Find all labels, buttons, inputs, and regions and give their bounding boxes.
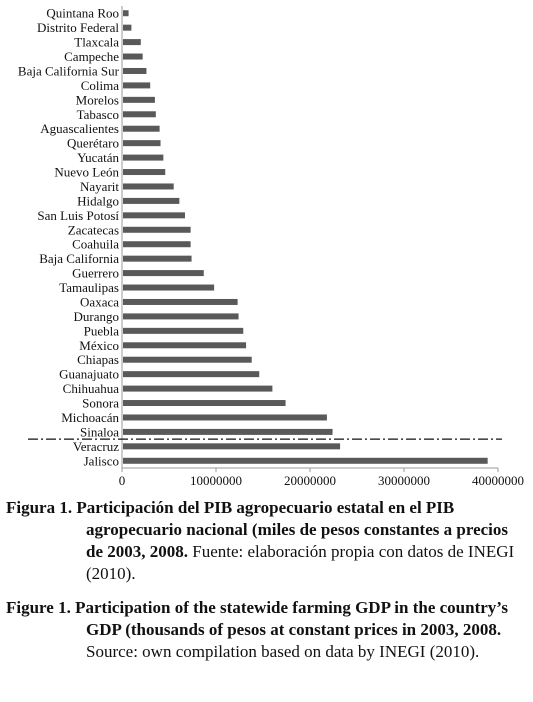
category-label: Yucatán [77, 150, 119, 165]
caption-en-label: Figure 1. [6, 598, 71, 617]
category-label: Veracruz [73, 439, 119, 454]
caption-es-source: Fuente: elaboración propia con datos de … [86, 542, 515, 583]
category-label: Coahuila [72, 237, 119, 252]
caption-en-title: Participation of the statewide farming G… [75, 598, 508, 639]
x-tick-labels: 0 10000000 20000000 30000000 40000000 [119, 468, 524, 488]
caption-spanish: Figura 1. Participación del PIB agropecu… [6, 497, 526, 585]
x-tick-label: 20000000 [284, 473, 336, 488]
category-label: Chiapas [77, 352, 119, 367]
category-label: Morelos [76, 92, 119, 107]
bar [123, 414, 327, 421]
bar [123, 197, 180, 204]
category-label: Durango [74, 309, 120, 324]
bar [123, 457, 488, 464]
category-label: Tabasco [77, 107, 119, 122]
category-label: Querétaro [67, 136, 119, 151]
bar [123, 67, 147, 74]
category-label: Sonora [82, 396, 119, 411]
bar [123, 385, 273, 392]
category-label: Nayarit [80, 179, 119, 194]
category-label: Quintana Roo [46, 6, 119, 21]
category-label: Baja California Sur [18, 63, 120, 78]
bar [123, 226, 191, 233]
bar [123, 255, 192, 262]
x-tick-label: 0 [119, 473, 126, 488]
caption-es-title: Participación del PIB agropecuario estat… [76, 498, 508, 561]
category-label: Tlaxcala [74, 35, 119, 50]
category-label: Chihuahua [63, 381, 120, 396]
bar [123, 342, 247, 349]
caption-es-label: Figura 1. [6, 498, 73, 517]
bar [123, 327, 244, 334]
bar [123, 96, 155, 103]
category-label: Distrito Federal [37, 20, 119, 35]
category-label: Sinaloa [80, 424, 119, 439]
x-tick-label: 30000000 [378, 473, 430, 488]
bar [123, 183, 174, 190]
bar [123, 140, 161, 147]
category-label: Puebla [84, 323, 120, 338]
bar [123, 125, 160, 132]
bar [123, 443, 341, 450]
bar [123, 154, 164, 161]
bar [123, 400, 286, 407]
category-label: Zacatecas [68, 222, 119, 237]
category-label: San Luis Potosí [37, 208, 119, 223]
bar [123, 111, 156, 118]
bar [123, 53, 143, 60]
bar [123, 284, 215, 291]
category-label: Nuevo León [54, 165, 119, 180]
bar [123, 241, 191, 248]
category-label: Guanajuato [59, 367, 119, 382]
bars [123, 10, 488, 464]
caption-en-source: Source: own compilation based on data by… [86, 642, 480, 661]
category-label: Jalisco [84, 453, 119, 468]
bar [123, 313, 239, 320]
category-label: Baja California [39, 251, 119, 266]
x-tick-label: 10000000 [190, 473, 242, 488]
bar [123, 169, 166, 176]
bar [123, 428, 333, 435]
category-label: México [79, 338, 119, 353]
category-label: Michoacán [61, 410, 119, 425]
bar [123, 371, 260, 378]
bar [123, 270, 204, 277]
category-label: Tamaulipas [59, 280, 119, 295]
category-label: Campeche [64, 49, 119, 64]
bar [123, 212, 185, 219]
bar [123, 82, 151, 89]
category-label: Aguascalientes [40, 121, 119, 136]
bar [123, 356, 252, 363]
bar [123, 39, 141, 46]
category-label: Colima [81, 78, 120, 93]
category-label: Hidalgo [77, 193, 119, 208]
category-label: Guerrero [72, 266, 119, 281]
caption-english: Figure 1. Participation of the statewide… [6, 597, 526, 663]
bar [123, 298, 238, 305]
bar [123, 24, 132, 31]
bar [123, 10, 129, 17]
x-tick-label: 40000000 [472, 473, 524, 488]
category-label: Oaxaca [80, 294, 119, 309]
